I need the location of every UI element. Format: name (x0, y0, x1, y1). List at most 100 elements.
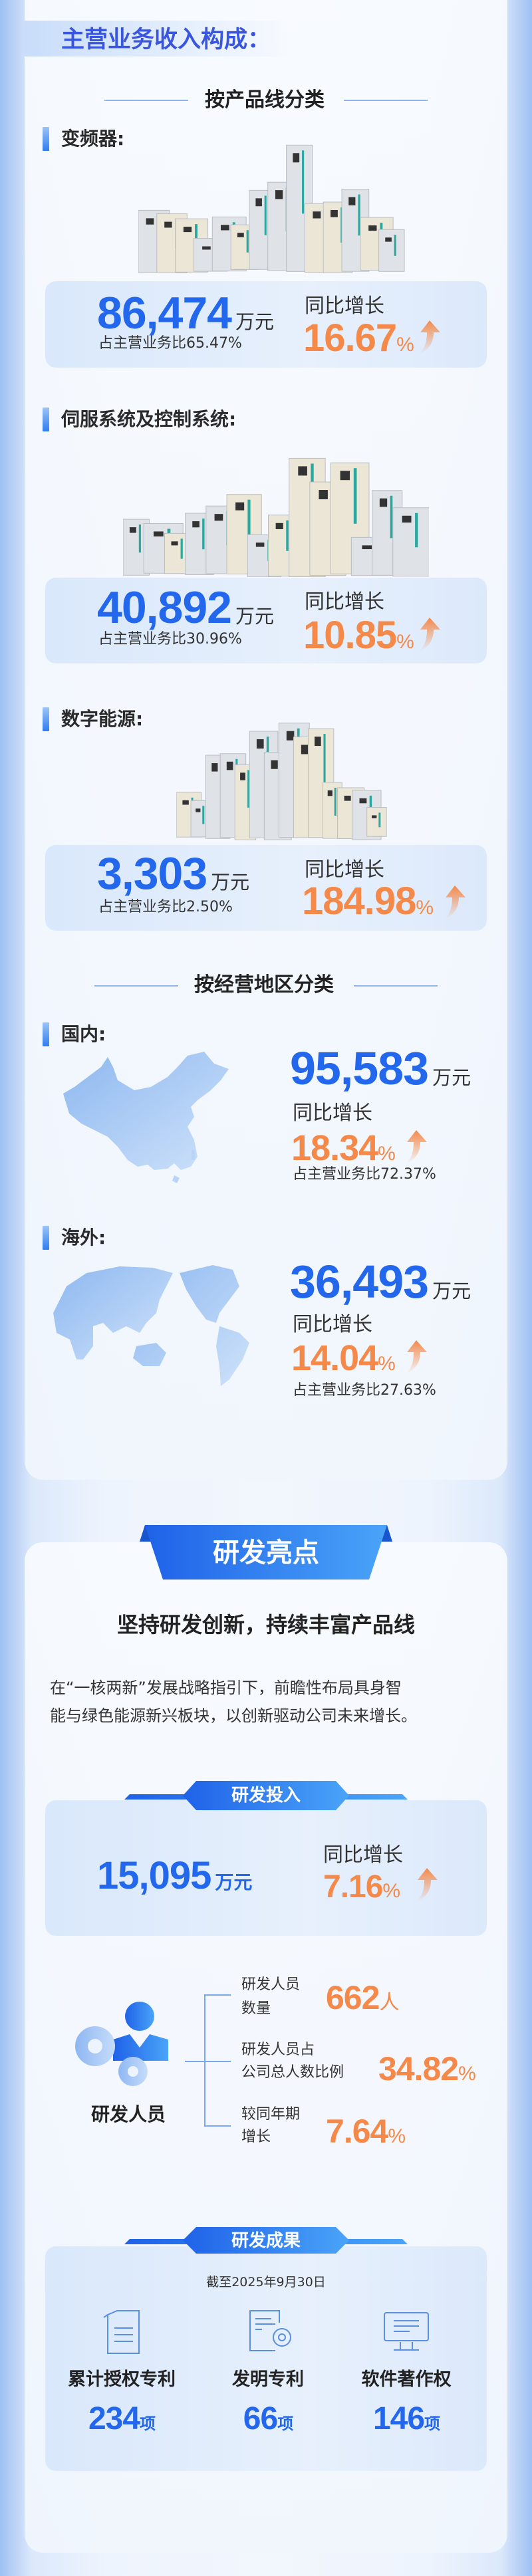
region-name: 国内: (61, 1023, 106, 1045)
result-value: 234项 (88, 2401, 156, 2436)
rd-results-banner (124, 2227, 408, 2254)
documents-icon (103, 2310, 140, 2354)
yoy-label: 同比增长 (305, 858, 384, 881)
result-label: 累计授权专利 (68, 2369, 176, 2390)
amount-group: 15,095 万元 (97, 1857, 252, 1895)
amount-group: 95,583 万元 (290, 1045, 471, 1092)
product-display (275, 190, 283, 199)
product-accent-stripe (202, 806, 205, 824)
product-display (402, 515, 412, 523)
product-display (214, 514, 223, 521)
product-display (327, 790, 332, 796)
section-bar (43, 408, 49, 431)
product-stat-box (45, 578, 487, 663)
divider (94, 985, 178, 987)
product-accent-stripe (202, 519, 205, 550)
product-accent-stripe (247, 499, 251, 540)
revenue-title: 主营业务收入构成： (61, 27, 271, 53)
product-accent-stripe (394, 235, 396, 256)
product-display (221, 225, 229, 231)
product-display (293, 153, 300, 163)
yoy-label: 同比增长 (293, 1313, 372, 1336)
amount-group: 36,493 万元 (290, 1258, 471, 1305)
product-display (183, 227, 192, 233)
share: 占主营业务比30.96% (98, 631, 242, 647)
yoy-label: 同比增长 (305, 590, 384, 614)
rd-results-title: 研发成果 (231, 2231, 301, 2251)
section-bar (43, 1226, 49, 1250)
yoy-value: 184.98% (302, 879, 434, 923)
product-display (315, 737, 321, 747)
result-value: 146项 (372, 2401, 440, 2436)
product-display (226, 761, 233, 770)
product-unit (378, 229, 405, 272)
yoy-value: 16.67% (303, 316, 414, 360)
product-unit (366, 806, 387, 837)
rd-headline: 坚持研发创新，持续丰富产品线 (116, 1612, 415, 1637)
product-display (340, 471, 350, 481)
region-name: 海外: (61, 1227, 106, 1248)
product-display (164, 221, 172, 228)
up-arrow-icon (442, 884, 468, 920)
amount-group: 40,892 万元 (97, 585, 274, 630)
bracket-line (204, 1994, 231, 1996)
up-arrow-icon (416, 319, 443, 355)
product-accent-stripe (180, 538, 183, 559)
document-gear-icon (249, 2310, 291, 2351)
amount: 36,493 (290, 1256, 429, 1308)
staff-item-label: 研发人员 (241, 1976, 301, 1993)
share: 占主营业务比2.50% (98, 899, 233, 915)
up-arrow-icon (403, 1129, 430, 1165)
rd-banner (140, 1525, 392, 1580)
product-accent-stripe (323, 734, 326, 788)
product-display (372, 815, 377, 818)
product-display (368, 225, 377, 231)
product-accent-stripe (195, 224, 198, 251)
rd-staff-label: 研发人员 (91, 2103, 166, 2125)
bracket-line (204, 2125, 231, 2127)
rd-investment-box (45, 1800, 487, 1936)
product-display (240, 772, 245, 780)
share: 占主营业务比72.37% (293, 1166, 436, 1183)
divider (354, 985, 438, 987)
monitor-icon (384, 2312, 429, 2351)
share: 占主营业务比65.47% (98, 335, 242, 352)
product-display (359, 798, 367, 804)
product-accent-stripe (390, 495, 393, 538)
product-display (146, 218, 154, 225)
product-display (182, 800, 189, 805)
rd-investment-amount: 15,095 (97, 1854, 211, 1897)
rd-paragraph-line: 在“一核两新”发展战略指引下，前瞻性布局具身智 (50, 1679, 402, 1697)
product-display (275, 523, 283, 529)
result-label: 软件著作权 (361, 2369, 452, 2390)
result-label: 发明专利 (232, 2369, 304, 2390)
amount-group: 86,474 万元 (97, 291, 274, 336)
unit: 万元 (211, 871, 250, 893)
rd-paragraph-line: 能与绿色能源新兴板块，以创新驱动公司未来增长。 (50, 1706, 417, 1725)
digital-energy-product-image (176, 723, 387, 840)
unit: 万元 (432, 1066, 471, 1089)
staff-item-label: 公司总人数比例 (241, 2064, 344, 2081)
staff-item-label: 较同年期 (241, 2106, 301, 2123)
product-display (286, 731, 295, 741)
product-accent-stripe (334, 787, 336, 816)
product-display (271, 760, 278, 769)
product-display (298, 466, 307, 476)
unit: 万元 (432, 1280, 471, 1302)
section-bar (43, 127, 49, 151)
product-display (319, 490, 328, 500)
product-display (331, 209, 338, 217)
yoy-label: 同比增长 (323, 1843, 403, 1867)
product-accent-stripe (138, 525, 141, 553)
amount: 40,892 (97, 582, 232, 633)
product-display (379, 498, 388, 507)
product-name: 伺服系统及控制系统: (61, 408, 237, 430)
product-name: 变频器: (61, 128, 125, 150)
yoy-label: 同比增长 (293, 1102, 372, 1125)
product-display (129, 527, 136, 533)
by-region-title: 按经营地区分类 (194, 973, 334, 996)
unit: 万元 (235, 310, 274, 333)
staff-item-value: 7.64% (326, 2113, 406, 2150)
yoy-value: 7.16% (323, 1869, 400, 1905)
section-bar (43, 707, 49, 731)
